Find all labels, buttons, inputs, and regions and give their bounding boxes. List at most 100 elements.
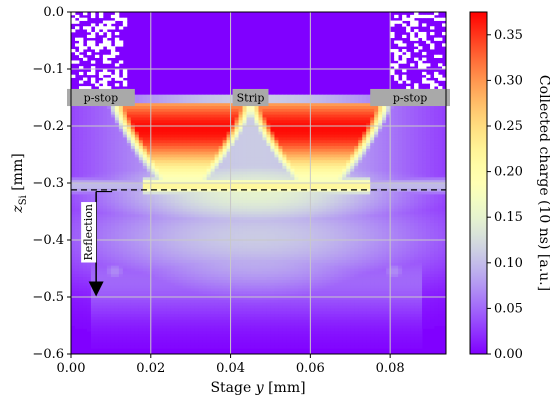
heatmap-cell: [114, 265, 120, 269]
heatmap-cell: [94, 197, 100, 201]
heatmap-cell: [266, 271, 271, 275]
heatmap-cell: [246, 314, 251, 318]
heatmap-cell: [262, 291, 267, 295]
heatmap-cell: [274, 163, 279, 167]
heatmap-cell: [142, 106, 148, 110]
heatmap-cell: [118, 282, 124, 286]
heatmap-cell: [166, 311, 172, 315]
heatmap-cell: [266, 120, 271, 124]
heatmap-cell: [178, 191, 184, 195]
heatmap-cell: [170, 202, 176, 207]
heatmap-cell: [190, 137, 196, 141]
heatmap-cell: [226, 336, 231, 341]
heatmap-cell: [222, 180, 227, 184]
heatmap-cell: [154, 257, 160, 261]
heatmap-cell: [150, 171, 156, 175]
heatmap-cell: [266, 334, 271, 338]
heatmap-cell: [186, 259, 192, 264]
heatmap-cell: [114, 302, 120, 306]
heatmap-cell: [258, 245, 263, 249]
heatmap-cell: [178, 285, 184, 289]
heatmap-cell: [78, 277, 84, 281]
heatmap-cell: [170, 220, 176, 224]
heatmap-cell: [194, 211, 200, 215]
heatmap-cell: [226, 282, 231, 286]
heatmap-cell: [262, 279, 267, 284]
heatmap-cell: [78, 180, 84, 184]
heatmap-cell: [110, 259, 116, 264]
heatmap-cell: [71, 128, 76, 133]
heatmap-cell: [118, 111, 124, 115]
heatmap-cell: [194, 308, 200, 312]
heatmap-cell: [254, 305, 259, 309]
heatmap-cell: [262, 242, 267, 247]
heatmap-cell: [214, 111, 220, 115]
heatmap-cell: [202, 145, 208, 150]
heatmap-cell: [74, 220, 80, 224]
heatmap-cell: [134, 251, 140, 255]
heatmap-cell: [214, 154, 220, 158]
heatmap-cell: [142, 331, 148, 335]
heatmap-cell: [71, 242, 76, 247]
heatmap-cell: [174, 297, 180, 301]
heatmap-cell: [218, 342, 223, 346]
heatmap-cell: [270, 316, 275, 321]
heatmap-cell: [246, 106, 251, 110]
heatmap-cell: [146, 205, 152, 210]
heatmap-cell: [158, 168, 164, 172]
heatmap-cell: [122, 120, 128, 124]
heatmap-cell: [130, 174, 136, 178]
heatmap-cell: [186, 274, 192, 278]
heatmap-cell: [154, 111, 160, 115]
heatmap-cell: [258, 237, 263, 241]
heatmap-cell: [86, 174, 92, 178]
heatmap-cell: [98, 183, 104, 187]
heatmap-cell: [262, 259, 267, 264]
heatmap-cell: [150, 137, 156, 141]
heatmap-cell: [218, 225, 223, 229]
heatmap-cell: [174, 334, 180, 338]
heatmap-cell: [86, 120, 92, 124]
heatmap-cell: [74, 268, 80, 272]
heatmap-cell: [234, 237, 239, 241]
heatmap-cell: [138, 154, 144, 158]
heatmap-cell: [90, 71, 96, 76]
heatmap-cell: [270, 145, 275, 150]
heatmap-cell: [250, 282, 255, 286]
heatmap-cell: [266, 339, 271, 343]
heatmap-cell: [242, 240, 247, 244]
heatmap-cell: [242, 163, 247, 167]
heatmap-cell: [182, 322, 188, 326]
heatmap-cell: [214, 262, 220, 267]
heatmap-cell: [238, 308, 243, 312]
heatmap-cell: [150, 148, 156, 153]
heatmap-cell: [182, 202, 188, 207]
heatmap-cell: [162, 288, 168, 292]
heatmap-cell: [190, 334, 196, 338]
heatmap-cell: [114, 231, 120, 235]
heatmap-cell: [194, 117, 200, 121]
heatmap-cell: [198, 322, 204, 326]
heatmap-cell: [118, 60, 124, 64]
heatmap-cell: [138, 228, 144, 232]
heatmap-cell: [106, 205, 112, 210]
heatmap-cell: [242, 165, 247, 170]
heatmap-cell: [178, 217, 184, 221]
heatmap-cell: [230, 154, 235, 158]
heatmap-cell: [206, 208, 212, 212]
heatmap-cell: [106, 336, 112, 341]
heatmap-cell: [158, 205, 164, 210]
heatmap-cell: [262, 111, 267, 115]
heatmap-cell: [122, 163, 128, 167]
heatmap-cell: [202, 134, 208, 138]
heatmap-cell: [258, 174, 263, 178]
heatmap-cell: [78, 154, 84, 158]
heatmap-cell: [226, 234, 231, 238]
heatmap-cell: [134, 145, 140, 150]
heatmap-cell: [110, 131, 116, 135]
heatmap-cell: [106, 86, 112, 90]
heatmap-cell: [158, 163, 164, 167]
heatmap-cell: [106, 268, 112, 272]
heatmap-cell: [106, 117, 112, 121]
heatmap-cell: [118, 265, 124, 269]
